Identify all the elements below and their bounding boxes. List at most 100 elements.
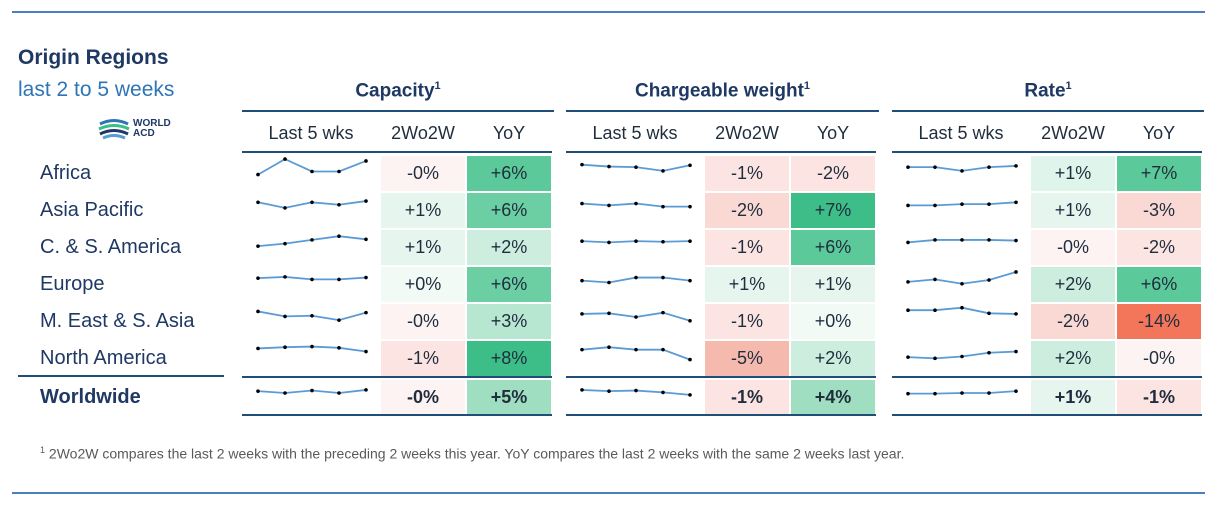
yoy-value-capacity: +8% (467, 341, 551, 376)
sparkline-point (337, 169, 341, 174)
sparkline-svg (580, 201, 692, 209)
sparkline-point (310, 388, 314, 393)
group-header-capacity: Capacity1 (242, 80, 554, 112)
sparkline-point (634, 315, 638, 319)
page-subtitle: last 2 to 5 weeks (18, 78, 175, 101)
sparkline-svg (580, 310, 692, 323)
region-label: Worldwide (40, 386, 141, 408)
2wo2w-value-chargeable-weight: +1% (705, 267, 789, 302)
yoy-value-rate: -14% (1117, 304, 1201, 339)
sparkline-point (607, 240, 611, 245)
sparkline-point (256, 309, 260, 314)
sparkline-point (607, 203, 611, 208)
sparkline-point (256, 244, 260, 248)
bottom-rule (12, 492, 1205, 494)
2wo2w-value-capacity: -0% (381, 380, 465, 415)
sparkline-point (310, 277, 314, 282)
region-label: M. East & S. Asia (40, 310, 195, 332)
sparkline-capacity (242, 193, 380, 228)
sparkline-point (933, 391, 937, 396)
sparkline-point (661, 347, 665, 352)
sparkline-point (634, 239, 638, 243)
row-divider (566, 414, 876, 416)
sparkline-svg (580, 275, 692, 285)
sparkline-point (987, 202, 991, 206)
col-header-last-5-wks-chargeable-weight: Last 5 wks (592, 123, 678, 143)
sparkline-point (634, 165, 638, 169)
region-label: North America (40, 347, 167, 369)
sparkline-capacity (242, 230, 380, 265)
yoy-value-chargeable-weight: +1% (791, 267, 875, 302)
row-divider (242, 414, 552, 416)
sparkline-point (364, 310, 368, 315)
sparkline-svg (906, 349, 1018, 361)
sparkline-point (987, 311, 991, 316)
sparkline-svg (906, 164, 1018, 173)
sparkline-point (933, 203, 937, 208)
2wo2w-value-rate: +2% (1031, 267, 1115, 302)
sparkline-point (661, 239, 665, 244)
sparkline-capacity (242, 304, 380, 339)
2wo2w-value-capacity: +0% (381, 267, 465, 302)
sparkline-chargeable-weight (566, 267, 704, 302)
yoy-value-rate: -0% (1117, 341, 1201, 376)
row-divider (892, 376, 1202, 378)
col-header-yoy-rate: YoY (1142, 123, 1176, 143)
worldwide-divider (18, 375, 224, 377)
sparkline-point (607, 389, 611, 393)
sparkline-point (688, 357, 692, 362)
sparkline-point (364, 349, 368, 354)
sparkline-point (580, 347, 584, 352)
footnote: 1 2Wo2W compares the last 2 weeks with t… (40, 445, 904, 462)
2wo2w-value-chargeable-weight: -2% (705, 193, 789, 228)
sparkline-point (256, 172, 260, 177)
sparkline-point (364, 237, 368, 242)
sparkline-point (580, 278, 584, 283)
row-divider (892, 414, 1202, 416)
yoy-value-chargeable-weight: -2% (791, 156, 875, 191)
sparkline-point (607, 280, 611, 285)
sparkline-rate (892, 156, 1030, 191)
sparkline-rate (892, 267, 1030, 302)
sparkline-capacity (242, 341, 380, 376)
sparkline-point (337, 202, 341, 207)
sparkline-point (960, 305, 964, 310)
2wo2w-value-capacity: -0% (381, 304, 465, 339)
sparkline-chargeable-weight (566, 156, 704, 191)
sparkline-point (1014, 349, 1018, 354)
sparkline-point (933, 308, 937, 312)
sparkline-point (933, 238, 937, 242)
sparkline-point (256, 389, 260, 393)
sparkline-point (607, 345, 611, 349)
sparkline-svg (906, 238, 1018, 245)
sparkline-svg (256, 344, 368, 354)
footnote-sup: 1 (40, 445, 46, 455)
region-label: Europe (40, 273, 105, 295)
2wo2w-value-rate: -2% (1031, 304, 1115, 339)
page-title: Origin Regions (18, 46, 169, 69)
yoy-value-rate: -1% (1117, 380, 1201, 415)
sparkline-svg (906, 389, 1018, 396)
yoy-value-chargeable-weight: +7% (791, 193, 875, 228)
sparkline-point (661, 310, 665, 315)
2wo2w-value-rate: +1% (1031, 193, 1115, 228)
2wo2w-value-rate: +2% (1031, 341, 1115, 376)
sparkline-chargeable-weight (566, 341, 704, 376)
2wo2w-value-capacity: +1% (381, 230, 465, 265)
sparkline-point (310, 200, 314, 205)
sparkline-point (1014, 238, 1018, 243)
sparkline-point (364, 159, 368, 163)
col-header-2wo2w-capacity: 2Wo2W (391, 123, 455, 143)
sparkline-point (283, 345, 287, 349)
sparkline-point (283, 275, 287, 279)
sparkline-point (634, 275, 638, 280)
sparkline-chargeable-weight (566, 193, 704, 228)
sparkline-svg (256, 388, 368, 395)
yoy-value-capacity: +3% (467, 304, 551, 339)
group-sup: 1 (1065, 80, 1072, 92)
2wo2w-value-chargeable-weight: -1% (705, 230, 789, 265)
globe-logo-icon (98, 119, 130, 140)
yoy-value-chargeable-weight: +2% (791, 341, 875, 376)
group-sup: 1 (434, 80, 441, 92)
sparkline-svg (906, 305, 1018, 316)
